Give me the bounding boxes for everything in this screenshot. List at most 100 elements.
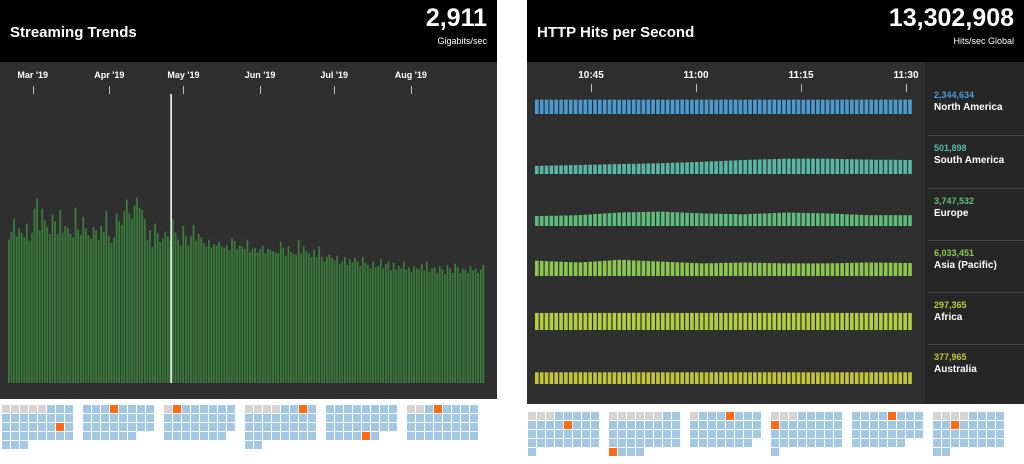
streaming-bar xyxy=(95,230,97,383)
http-bar xyxy=(665,99,670,114)
calendar-day xyxy=(29,414,37,422)
streaming-bar xyxy=(54,221,56,383)
streaming-bar xyxy=(84,228,87,383)
http-bar xyxy=(665,261,670,276)
calendar-day xyxy=(960,439,968,447)
http-bar xyxy=(709,161,714,174)
calendar-day xyxy=(717,439,725,447)
streaming-bar xyxy=(405,269,408,383)
calendar-day xyxy=(618,430,626,438)
http-bar xyxy=(903,312,907,330)
streaming-bar xyxy=(87,235,90,383)
http-bar xyxy=(874,215,878,226)
http-bar xyxy=(719,372,723,384)
streaming-bar xyxy=(205,246,208,383)
calendar-day xyxy=(699,430,707,438)
http-bar xyxy=(888,312,893,330)
calendar-day xyxy=(879,421,887,429)
calendar-day xyxy=(119,432,127,440)
http-bar xyxy=(612,212,617,226)
streaming-bar xyxy=(179,245,182,383)
calendar-highlight-day xyxy=(56,423,64,431)
streaming-chart xyxy=(8,94,485,384)
http-bar xyxy=(578,312,583,330)
streaming-bar xyxy=(338,263,341,383)
http-bar xyxy=(864,99,869,114)
http-bar xyxy=(874,159,878,174)
http-bar xyxy=(598,99,602,114)
calendar-empty-cell xyxy=(771,412,779,420)
http-bar xyxy=(627,260,631,276)
calendar-empty-cell xyxy=(654,412,662,420)
calendar-day xyxy=(996,421,1004,429)
streaming-bar xyxy=(151,246,154,383)
calendar-day xyxy=(173,414,181,422)
calendar-day xyxy=(753,421,761,429)
calendar-highlight-day xyxy=(564,421,572,429)
http-bar xyxy=(656,261,660,276)
http-bar xyxy=(854,214,859,226)
calendar-day xyxy=(11,414,19,422)
calendar-day xyxy=(618,448,626,456)
calendar-empty-cell xyxy=(38,405,46,413)
streaming-bar xyxy=(328,254,331,383)
http-bar xyxy=(535,260,539,276)
http-tick-mark xyxy=(801,84,802,92)
streaming-bar xyxy=(161,238,164,383)
http-bar xyxy=(535,99,539,114)
calendar-day xyxy=(110,423,118,431)
calendar-day xyxy=(744,439,752,447)
http-bar xyxy=(791,263,796,276)
http-bar xyxy=(593,261,597,276)
http-bar xyxy=(719,312,723,330)
http-bar xyxy=(845,214,849,226)
http-bar xyxy=(762,312,767,330)
calendar-day xyxy=(20,414,28,422)
http-bar xyxy=(748,372,752,384)
calendar-day xyxy=(182,414,190,422)
http-bar xyxy=(733,99,738,114)
http-bar xyxy=(641,260,646,276)
calendar-day xyxy=(47,405,55,413)
http-bar xyxy=(879,215,883,226)
streaming-bar xyxy=(310,256,313,383)
calendar-day xyxy=(663,412,671,420)
http-bar xyxy=(850,312,854,330)
calendar-day xyxy=(627,439,635,447)
calendar-empty-cell xyxy=(645,412,653,420)
calendar-day xyxy=(137,405,145,413)
streaming-bar xyxy=(300,253,303,383)
http-bar xyxy=(845,312,849,330)
http-bar xyxy=(598,164,602,174)
http-bar xyxy=(564,261,568,276)
region-name: Asia (Pacific) xyxy=(934,260,997,271)
http-bar xyxy=(704,99,709,114)
http-bar xyxy=(583,99,588,114)
calendar-day xyxy=(636,439,644,447)
http-bar xyxy=(888,215,893,226)
streaming-bar xyxy=(343,256,346,383)
http-bar xyxy=(782,99,786,114)
http-bar xyxy=(893,262,898,276)
http-bar xyxy=(593,164,597,174)
calendar-day xyxy=(245,432,253,440)
calendar-day xyxy=(272,423,280,431)
calendar-day xyxy=(654,439,662,447)
calendar-day xyxy=(591,421,599,429)
http-bar xyxy=(554,165,559,174)
http-bar xyxy=(568,372,573,384)
http-bar xyxy=(879,159,883,174)
streaming-bar xyxy=(267,248,269,383)
calendar-day xyxy=(573,439,581,447)
http-bar xyxy=(535,312,539,330)
http-bar xyxy=(699,99,704,114)
http-bar xyxy=(549,165,554,174)
calendar-day xyxy=(726,439,734,447)
http-bar xyxy=(753,312,757,330)
region-legend-item: 377,965 Australia xyxy=(934,352,1024,375)
http-bar xyxy=(631,212,636,226)
streaming-bar xyxy=(187,245,190,383)
http-bar xyxy=(641,312,646,330)
calendar-day xyxy=(146,405,154,413)
streaming-bar xyxy=(287,246,290,383)
